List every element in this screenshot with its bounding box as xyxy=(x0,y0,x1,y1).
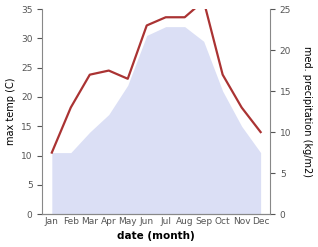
X-axis label: date (month): date (month) xyxy=(117,231,195,242)
Y-axis label: max temp (C): max temp (C) xyxy=(5,78,16,145)
Y-axis label: med. precipitation (kg/m2): med. precipitation (kg/m2) xyxy=(302,46,313,177)
